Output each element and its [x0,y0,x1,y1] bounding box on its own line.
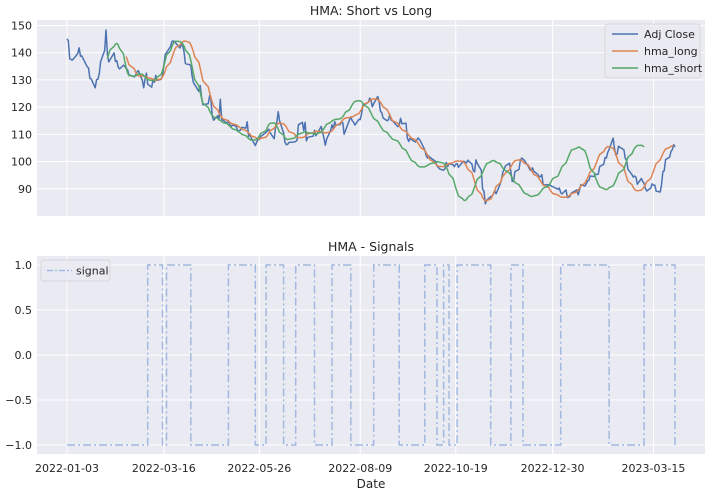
signal-chart-series [67,264,676,446]
legend-label: hma_short [644,62,703,75]
price-chart-series [66,29,676,205]
signal-y-tick-label: −0.5 [5,394,32,407]
series-line-hma_short [106,40,645,202]
price-chart-y-tick-labels: 90 100 110 120 130 140 150 [11,19,32,195]
signal-chart-legend: signal [40,259,111,282]
price-y-tick-label: 130 [11,74,32,87]
signal-chart-x-tick-labels: 2022-01-03 2022-03-16 2022-05-26 2022-08-09… [35,462,685,475]
price-y-tick-label: 110 [11,128,32,141]
price-chart-grid [37,20,705,216]
x-tick-label: 2022-01-03 [35,462,99,475]
legend-label: Adj Close [644,28,695,41]
x-tick-label: 2022-03-16 [132,462,196,475]
legend-label: signal [76,265,109,278]
series-line-signal [67,264,676,446]
signal-y-tick-label: 0.5 [15,304,33,317]
x-tick-label: 2022-10-19 [424,462,488,475]
price-y-tick-label: 100 [11,156,32,169]
signal-chart: −1.0−0.50.00.51.0 2022-01-03 2022-03-16 20… [5,239,705,491]
price-legend-box [604,23,701,79]
x-tick-label: 2023-03-15 [622,462,686,475]
price-chart-legend: Adj Close hma_long hma_short [604,23,703,79]
x-tick-label: 2022-08-09 [328,462,392,475]
x-tick-label: 2022-12-30 [521,462,585,475]
signal-y-tick-label: −1.0 [5,439,32,452]
signal-legend-box [40,259,111,282]
legend-label: hma_long [644,45,698,58]
signal-y-tick-label: 1.0 [15,259,33,272]
series-line-hma_long [125,40,674,202]
signal-chart-y-tick-labels: −1.0 −0.5 0.0 0.5 1.0 [5,259,32,452]
price-y-tick-label: 90 [18,183,32,196]
price-y-tick-label: 140 [11,47,32,60]
signal-chart-title: HMA - Signals [328,239,414,254]
signal-y-tick-label: 0.0 [15,349,33,362]
x-axis-label: Date [357,477,386,491]
price-y-tick-label: 120 [11,101,32,114]
x-tick-label: 2022-05-26 [227,462,291,475]
price-chart-title: HMA: Short vs Long [310,3,432,18]
price-y-tick-label: 150 [11,19,32,32]
